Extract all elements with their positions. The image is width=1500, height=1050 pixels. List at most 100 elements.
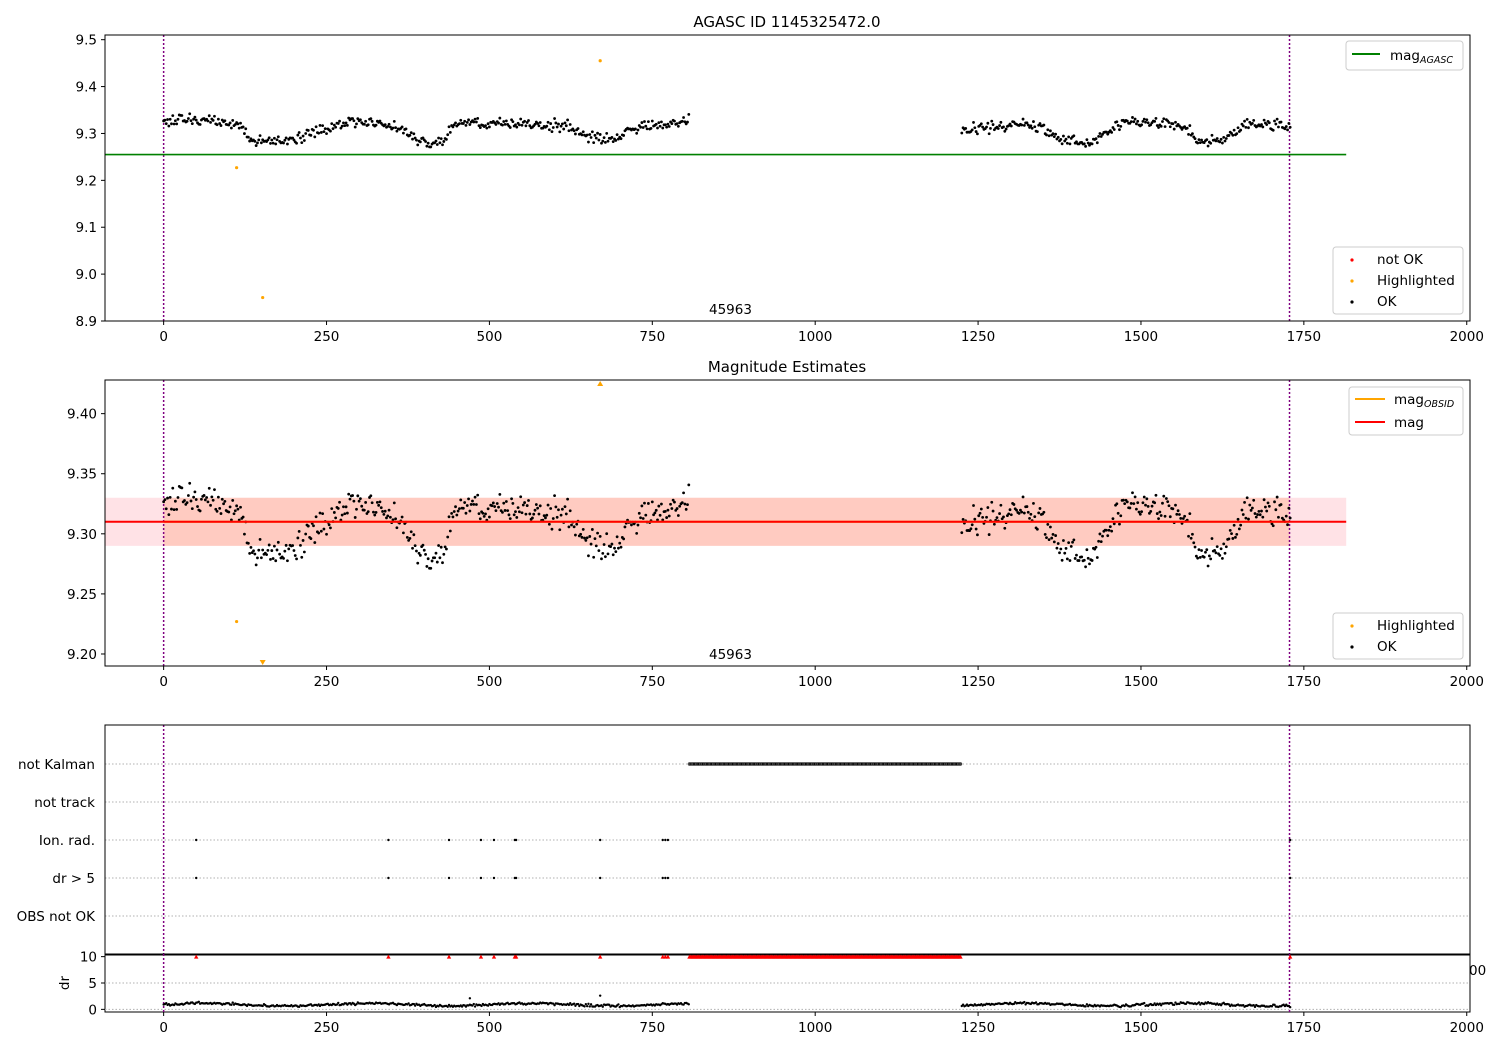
ok-point <box>352 499 356 503</box>
ok-point <box>233 509 237 513</box>
ok-point <box>1231 537 1235 540</box>
ok-point <box>661 518 665 522</box>
ok-point <box>405 536 409 539</box>
ok-point <box>590 528 594 531</box>
ok-point <box>188 481 192 485</box>
ok-point <box>193 490 197 494</box>
ok-point <box>248 139 252 143</box>
dr-point <box>407 1002 410 1005</box>
ok-point <box>463 119 467 123</box>
ok-point <box>267 136 271 140</box>
ok-point <box>364 501 368 504</box>
ok-point <box>426 141 430 145</box>
ok-point <box>275 548 279 552</box>
ok-point <box>422 548 426 552</box>
ok-point <box>439 137 443 141</box>
ok-point <box>292 138 296 142</box>
dr-point <box>472 1002 475 1006</box>
ok-point <box>259 141 263 145</box>
ok-point <box>347 492 351 496</box>
ok-point <box>163 118 167 122</box>
flag-marker <box>957 762 961 766</box>
ok-point <box>253 139 257 143</box>
ok-point <box>216 495 220 499</box>
ok-point <box>533 122 537 126</box>
ok-point <box>1243 119 1246 123</box>
ok-point <box>338 500 341 504</box>
ok-point <box>486 507 490 511</box>
ok-point <box>609 545 613 549</box>
ok-point <box>473 117 477 121</box>
ok-point <box>1112 128 1116 131</box>
ok-point <box>588 535 592 538</box>
ok-point <box>490 504 494 508</box>
ok-point <box>391 126 395 130</box>
ok-point <box>551 126 555 129</box>
ok-point <box>189 119 193 123</box>
ok-point <box>637 511 641 515</box>
ok-point <box>1227 537 1231 541</box>
ok-point <box>999 503 1003 507</box>
ok-point <box>1154 493 1158 497</box>
ok-point <box>1085 138 1089 142</box>
ok-point <box>283 549 287 553</box>
ok-point <box>574 132 577 136</box>
ok-point <box>1197 548 1201 552</box>
legend-label-highlighted-2: Highlighted <box>1377 618 1455 634</box>
ok-point <box>682 491 685 495</box>
ok-point <box>566 497 570 501</box>
ok-point <box>378 119 382 123</box>
ok-point <box>507 513 511 517</box>
x-tick-label-7: 1750 <box>1287 674 1321 690</box>
ok-point <box>567 525 571 529</box>
ok-point <box>206 500 210 504</box>
ok-point <box>1095 141 1099 145</box>
ok-point <box>494 123 498 126</box>
ok-point <box>1021 495 1025 499</box>
ok-point <box>188 112 192 116</box>
ok-point <box>1008 508 1012 512</box>
y-tick-label-4: 9.3 <box>76 126 97 142</box>
ok-point <box>622 134 626 137</box>
ok-point <box>995 516 999 520</box>
ok-point <box>678 504 682 508</box>
ok-point <box>455 513 459 517</box>
ok-point <box>1146 121 1150 125</box>
ok-point <box>519 117 523 121</box>
ok-point <box>537 124 541 128</box>
ok-point <box>976 132 979 136</box>
ok-point <box>239 505 242 509</box>
ok-point <box>974 527 978 531</box>
ok-point <box>549 507 553 510</box>
ok-point <box>1004 127 1008 131</box>
ok-point <box>686 120 689 124</box>
ok-point <box>538 121 542 124</box>
ok-point <box>330 122 334 126</box>
legend-label-highlighted: Highlighted <box>1377 273 1455 289</box>
ok-point <box>1116 511 1120 515</box>
dr-point <box>1012 1002 1016 1006</box>
ok-point <box>1264 505 1267 509</box>
ok-point <box>415 549 418 553</box>
ok-point <box>1277 125 1280 129</box>
ok-point <box>1047 538 1051 542</box>
x-tick-label-6: 1500 <box>1124 1020 1158 1036</box>
ok-point <box>665 125 669 129</box>
ok-point <box>597 138 601 142</box>
ok-point <box>972 504 975 507</box>
ok-point <box>301 539 305 542</box>
ok-point <box>172 508 176 512</box>
ok-point <box>1056 135 1060 139</box>
ok-point <box>592 141 596 145</box>
legend-marker-not-ok <box>1350 258 1354 262</box>
panel2-frame <box>104 379 1471 667</box>
ok-point <box>1231 133 1235 137</box>
dr-point <box>567 1003 571 1007</box>
ok-point <box>388 515 392 519</box>
ok-point <box>511 120 515 124</box>
ok-point <box>465 504 469 507</box>
ok-point <box>1174 120 1177 124</box>
ok-point <box>488 515 491 519</box>
dr-point <box>1034 1001 1038 1004</box>
ok-point <box>1275 117 1279 121</box>
